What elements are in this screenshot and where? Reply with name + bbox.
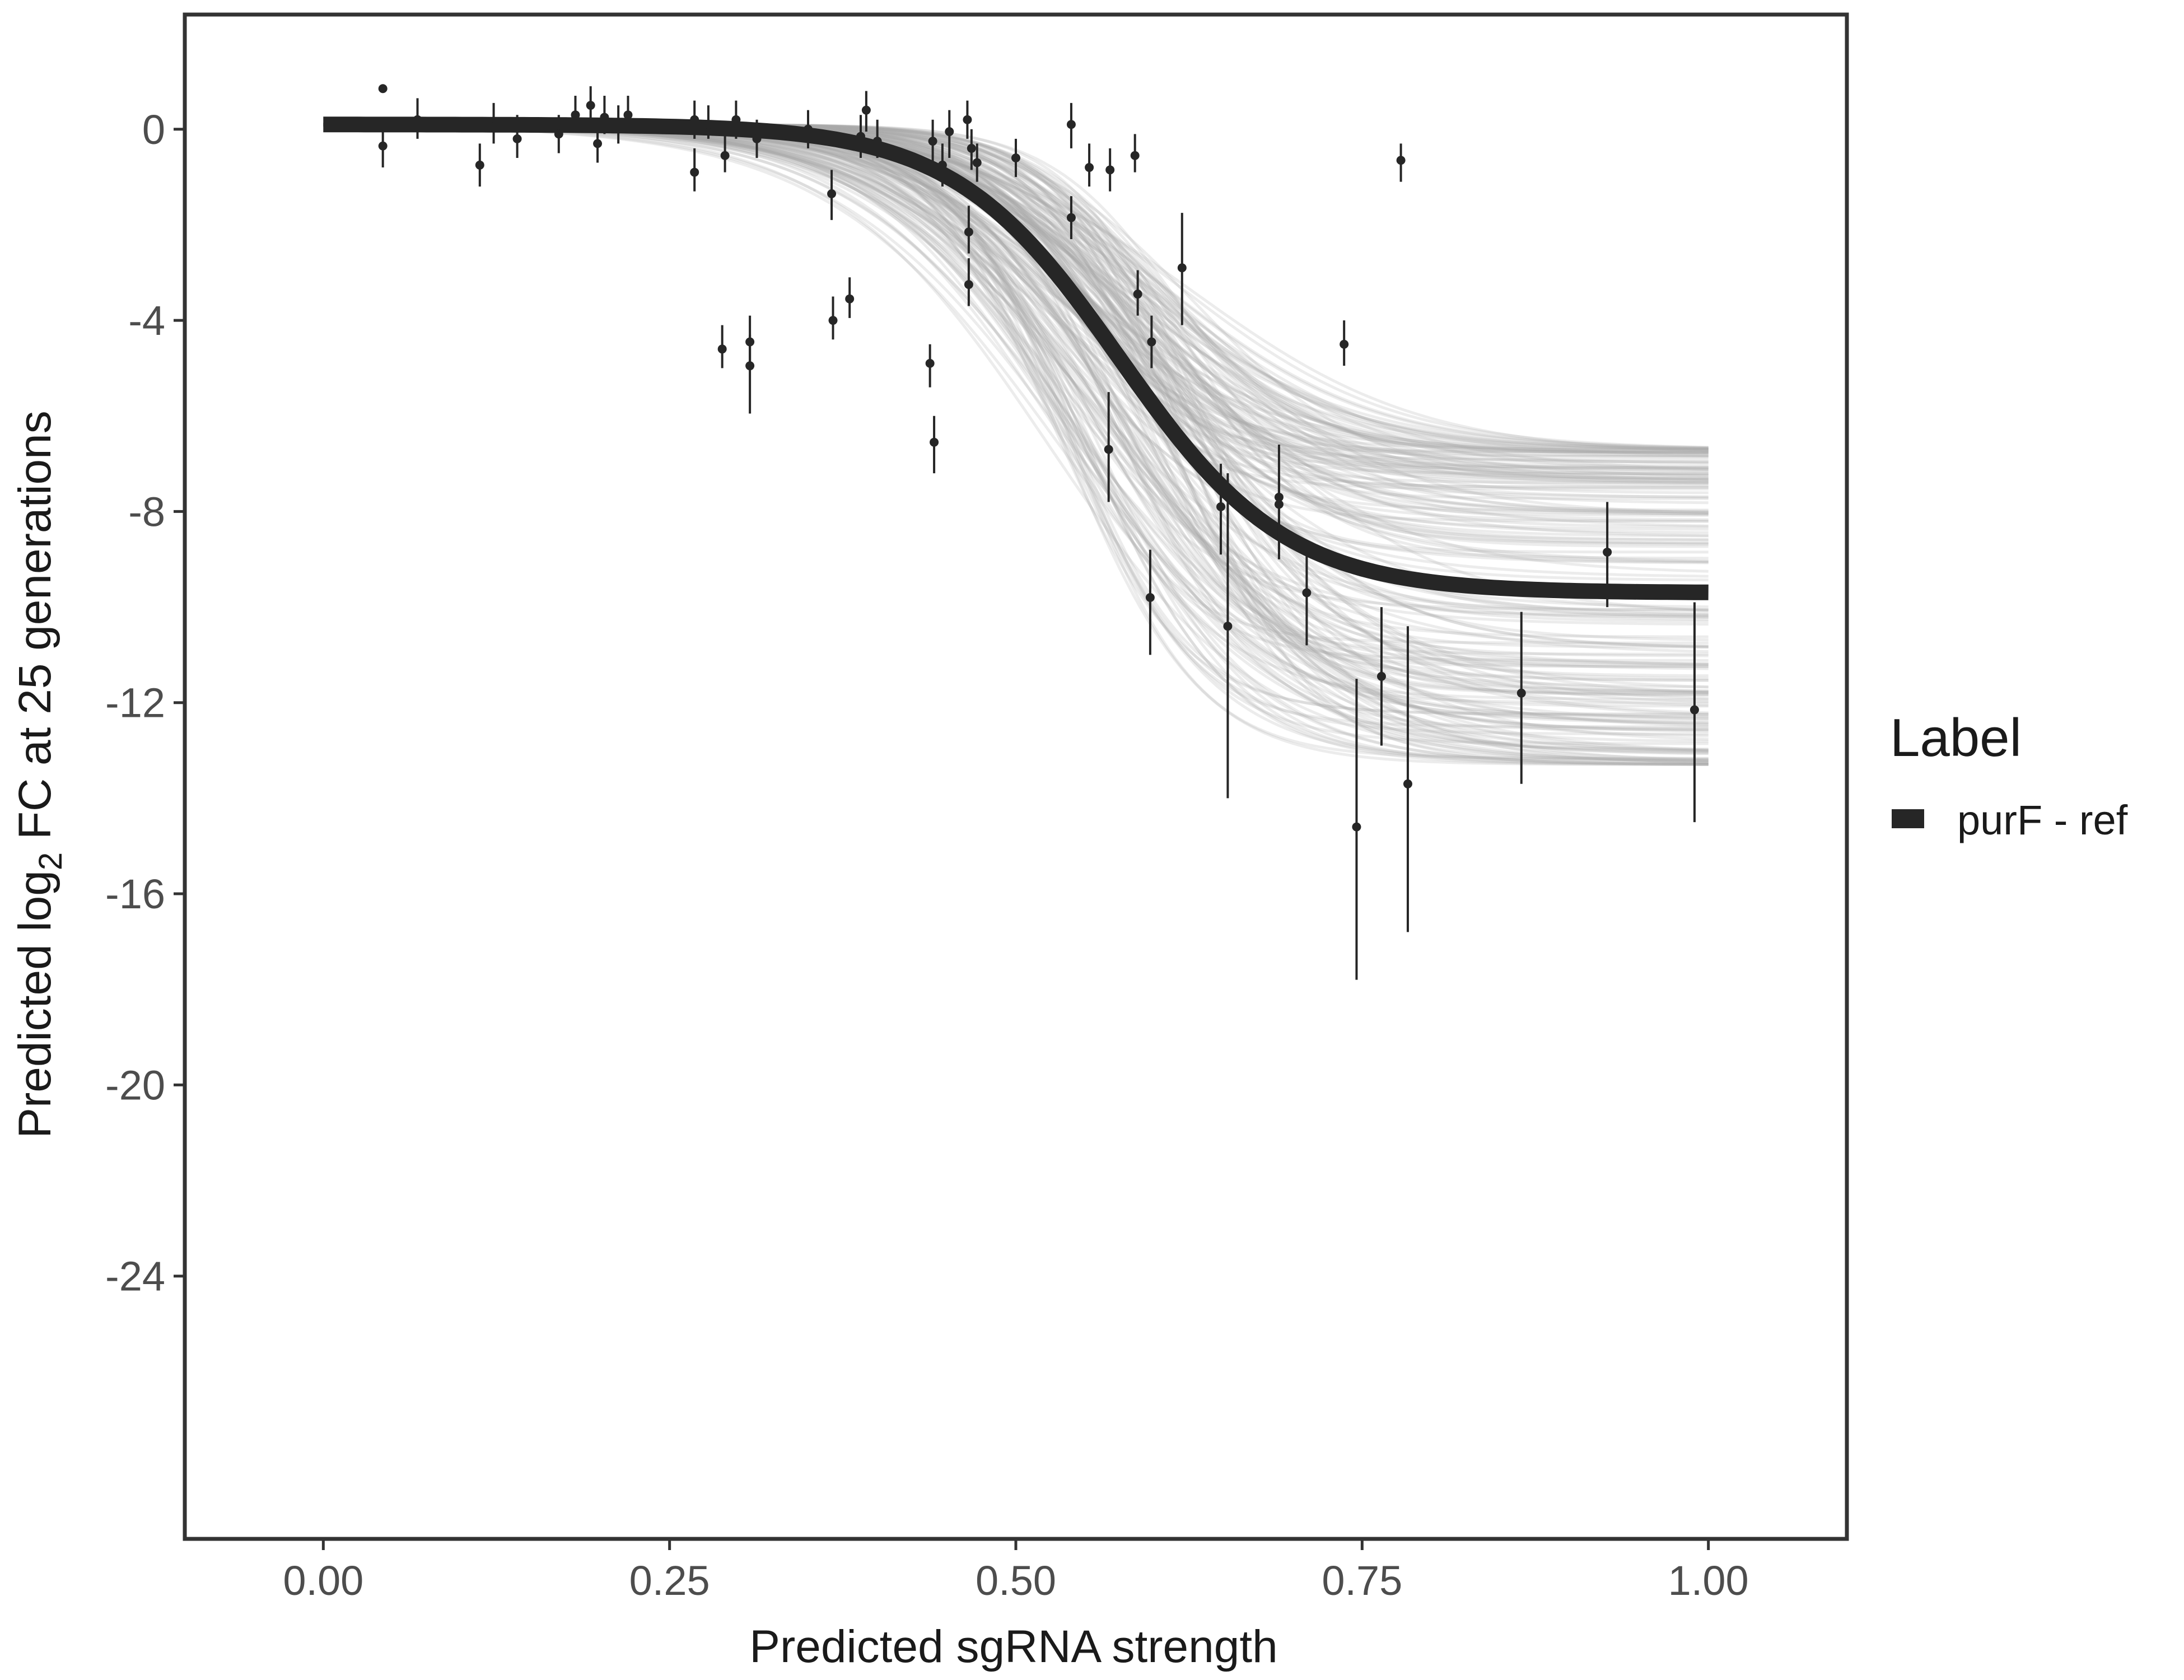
y-tick-label: -24 — [105, 1253, 165, 1300]
fitted-curve-layer — [323, 116, 1709, 600]
data-point — [1177, 263, 1187, 273]
x-tick-label: 0.25 — [629, 1557, 710, 1604]
legend-key-purF-ref — [1892, 809, 1924, 828]
data-point — [872, 137, 882, 146]
data-points — [378, 84, 1699, 980]
data-point — [861, 105, 871, 115]
data-point — [752, 134, 762, 143]
data-point — [1011, 153, 1020, 162]
data-point — [1352, 822, 1361, 832]
y-axis-title-suffix: FC at 25 generations — [10, 410, 60, 852]
data-point — [845, 294, 855, 304]
data-point — [964, 227, 973, 237]
data-point — [804, 124, 813, 134]
data-point — [475, 160, 484, 170]
data-point — [554, 129, 563, 139]
data-point — [1376, 671, 1386, 681]
legend: Label purF - ref — [1890, 708, 2128, 843]
data-point — [720, 151, 730, 160]
data-point — [827, 189, 837, 198]
data-point — [1130, 151, 1140, 160]
data-point — [964, 280, 973, 290]
x-tick-label: 0.50 — [976, 1557, 1056, 1604]
data-point — [930, 437, 939, 447]
legend-title: Label — [1890, 708, 2022, 768]
data-point — [1396, 156, 1406, 165]
y-axis-title: Predicted log2 FC at 25 generations — [10, 410, 69, 1138]
data-point — [928, 137, 937, 146]
data-point — [717, 344, 727, 354]
data-point — [1340, 339, 1349, 349]
data-point — [600, 113, 609, 122]
y-tick-label: 0 — [142, 106, 165, 153]
y-tick-label: -16 — [105, 871, 165, 917]
y-tick-label: -4 — [128, 297, 165, 344]
data-point — [1603, 547, 1612, 557]
data-point — [1516, 688, 1526, 698]
x-axis: 0.00 0.25 0.50 0.75 1.00 — [283, 1541, 1749, 1604]
data-point — [1066, 120, 1076, 129]
y-axis: 0 -4 -8 -12 -16 -20 -24 — [105, 106, 183, 1300]
data-point — [925, 358, 935, 368]
y-tick-label: -8 — [128, 488, 165, 535]
data-point — [413, 115, 422, 124]
data-point — [937, 160, 947, 170]
data-point — [967, 143, 976, 153]
data-point — [731, 115, 741, 124]
legend-entry-label: purF - ref — [1957, 797, 2128, 843]
data-point — [1133, 290, 1142, 299]
data-point — [593, 139, 603, 148]
data-point — [945, 127, 954, 137]
plot-panel-border — [183, 12, 1849, 1541]
y-tick-label: -12 — [105, 680, 165, 726]
x-tick-label: 0.00 — [283, 1557, 363, 1604]
x-axis-title: Predicted sgRNA strength — [749, 1621, 1277, 1672]
data-point — [378, 84, 388, 94]
data-point — [690, 167, 699, 177]
data-point — [1302, 588, 1312, 598]
data-point — [1104, 445, 1113, 454]
fitted-curve-purF-ref — [323, 116, 1709, 600]
data-point — [1274, 500, 1284, 509]
data-point — [1147, 337, 1156, 347]
data-point — [1690, 705, 1699, 715]
data-point — [703, 120, 713, 129]
data-point — [690, 115, 699, 124]
data-point — [1223, 622, 1233, 631]
y-tick-label: -20 — [105, 1062, 165, 1108]
data-point — [1216, 502, 1226, 511]
data-point — [1085, 163, 1094, 172]
data-point — [1066, 213, 1076, 222]
data-point — [586, 101, 595, 110]
data-point — [623, 110, 633, 120]
data-point — [856, 132, 865, 141]
data-point — [1403, 779, 1412, 788]
data-point — [745, 361, 755, 371]
data-point — [489, 122, 498, 132]
data-point — [828, 316, 838, 325]
data-point — [571, 110, 580, 120]
x-tick-label: 1.00 — [1668, 1557, 1749, 1604]
x-tick-label: 0.75 — [1322, 1557, 1402, 1604]
data-point — [1145, 593, 1155, 603]
data-point — [963, 115, 972, 124]
data-point — [614, 120, 623, 129]
data-point — [512, 134, 522, 143]
data-point — [1105, 165, 1115, 175]
data-point — [378, 141, 388, 151]
data-point — [972, 158, 982, 167]
y-axis-title-subscript: 2 — [32, 852, 69, 870]
